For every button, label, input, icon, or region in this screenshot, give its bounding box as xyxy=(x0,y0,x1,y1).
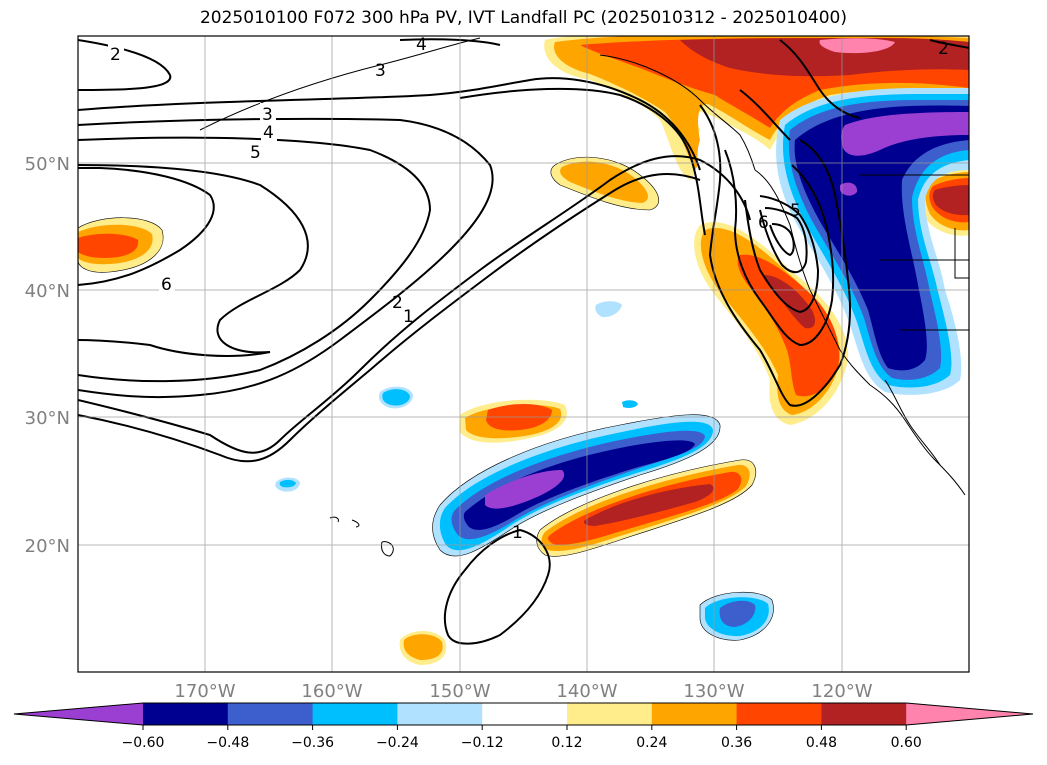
colorbar-segment xyxy=(227,703,314,725)
contour-label: 1 xyxy=(512,523,523,543)
positive-anomaly-west xyxy=(78,217,164,273)
colorbar-tick-label: 0.12 xyxy=(551,735,582,751)
colorbar: −0.60 −0.48 −0.36 −0.24 −0.12 0.12 0.24 0.36 0.4… xyxy=(13,702,1034,751)
contour-label: 4 xyxy=(263,123,274,143)
colorbar-tick-label: 0.36 xyxy=(721,735,752,751)
contour-label: 3 xyxy=(262,105,273,125)
pv-contours xyxy=(78,38,969,645)
lat-label-50: 50°N xyxy=(25,154,70,175)
colorbar-tick-label: 0.60 xyxy=(891,735,922,751)
positive-anomaly-subtropical-west xyxy=(460,399,567,443)
colorbar-segment xyxy=(312,703,398,725)
contour-label: 5 xyxy=(790,201,801,221)
contour-label: 6 xyxy=(758,213,769,233)
colorbar-segment xyxy=(482,703,568,725)
lat-label-20: 20°N xyxy=(25,536,70,557)
lon-label-130w: 130°W xyxy=(683,681,744,702)
colorbar-extend-max xyxy=(906,703,1033,725)
lon-label-150w: 150°W xyxy=(429,681,490,702)
colorbar-segment xyxy=(651,703,738,725)
colorbar-segment xyxy=(736,703,822,725)
colorbar-segment xyxy=(821,703,907,725)
lon-label-170w: 170°W xyxy=(174,681,235,702)
coastlines xyxy=(199,37,969,557)
colorbar-segment xyxy=(567,703,653,725)
positive-anomaly-coast xyxy=(694,222,849,425)
colorbar-segment xyxy=(397,703,483,725)
colorbar-tick-label: 0.48 xyxy=(806,735,837,751)
lon-label-160w: 160°W xyxy=(301,681,362,702)
colorbar-tick-label: −0.48 xyxy=(206,735,249,751)
contour-label: 1 xyxy=(403,307,414,327)
lon-label-140w: 140°W xyxy=(556,681,617,702)
lon-label-120w: 120°W xyxy=(811,681,872,702)
colorbar-tick-label: −0.60 xyxy=(122,735,165,751)
colorbar-extend-min xyxy=(14,703,143,725)
contour-label: 3 xyxy=(375,61,386,81)
colorbar-segment xyxy=(143,703,229,725)
contour-label: 2 xyxy=(110,45,121,65)
contour-label: 5 xyxy=(250,143,261,163)
contour-label: 2 xyxy=(938,39,949,59)
contour-label: 2 xyxy=(392,293,403,313)
positive-anomaly-east xyxy=(919,168,969,236)
colorbar-tick-label: 0.24 xyxy=(636,735,667,751)
colorbar-tick-label: −0.12 xyxy=(461,735,504,751)
small-anomaly-blobs xyxy=(275,301,774,665)
colorbar-tick-label: −0.36 xyxy=(291,735,334,751)
lat-label-30: 30°N xyxy=(25,408,70,429)
map-title: 2025010100 F072 300 hPa PV, IVT Landfall… xyxy=(199,8,847,28)
lat-label-40: 40°N xyxy=(25,281,70,302)
contour-label: 6 xyxy=(161,275,172,295)
colorbar-tick-label: −0.24 xyxy=(376,735,419,751)
positive-anomaly-north xyxy=(544,36,969,180)
gridlines xyxy=(78,36,969,672)
negative-anomaly-subtropical xyxy=(432,414,721,557)
positive-anomaly-subtropical xyxy=(536,459,756,557)
contour-label: 4 xyxy=(416,35,427,55)
